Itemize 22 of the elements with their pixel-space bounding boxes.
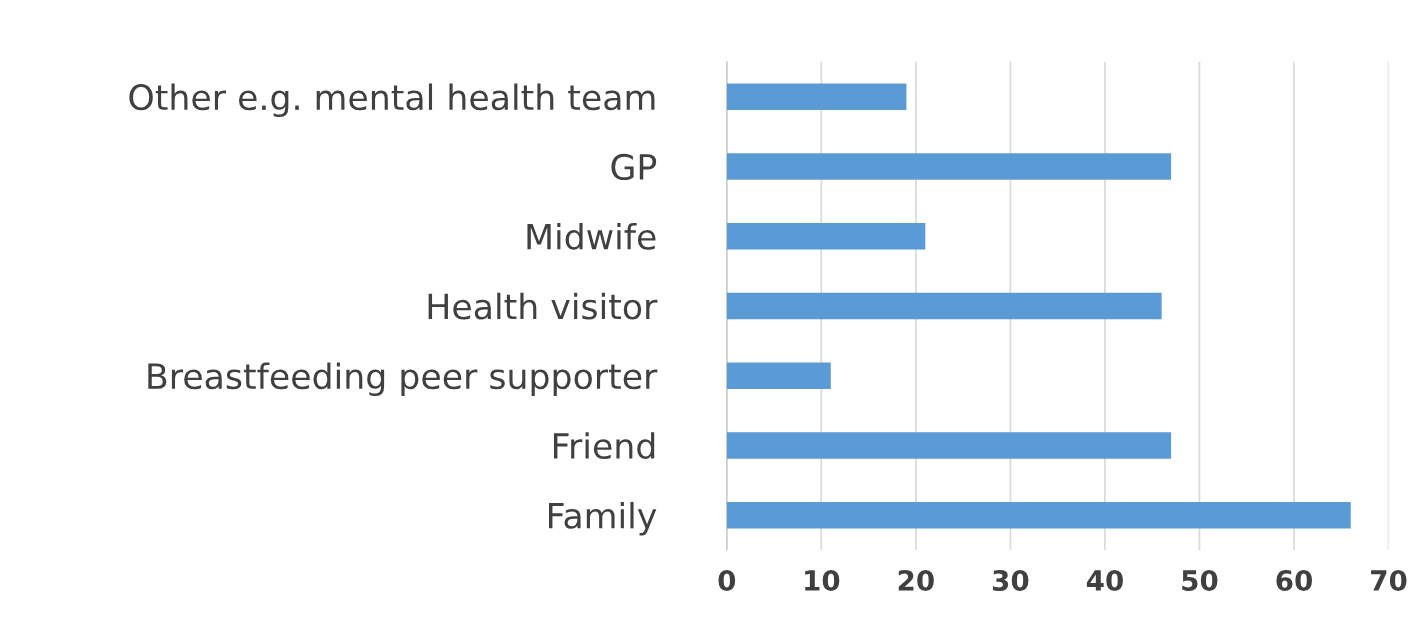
bar — [726, 362, 831, 389]
x-tick-label: 20 — [898, 569, 934, 591]
bar — [726, 153, 1172, 180]
y-tick-label: Health visitor — [428, 292, 658, 320]
x-tick-label: 50 — [1182, 569, 1218, 591]
bar — [726, 83, 907, 110]
bar — [726, 222, 926, 250]
y-tick-label: Friend — [553, 432, 655, 460]
x-tick-label: 70 — [1371, 569, 1407, 591]
x-tick-label: 0 — [718, 569, 736, 591]
x-tick-label: 60 — [1276, 569, 1313, 591]
y-tick-label: Midwife — [527, 222, 656, 250]
y-tick-label: Other e.g. mental health team — [129, 83, 655, 118]
y-tick-label: GP — [611, 153, 657, 181]
y-tick-label: Breastfeeding peer supporter — [148, 362, 658, 397]
x-tick-label: 30 — [992, 569, 1029, 591]
bar — [726, 501, 1351, 529]
y-tick-label: Family — [549, 501, 657, 536]
x-tick-label: 40 — [1086, 569, 1123, 591]
bar — [726, 432, 1172, 459]
x-tick-label: 10 — [805, 569, 840, 591]
bar — [726, 292, 1162, 320]
